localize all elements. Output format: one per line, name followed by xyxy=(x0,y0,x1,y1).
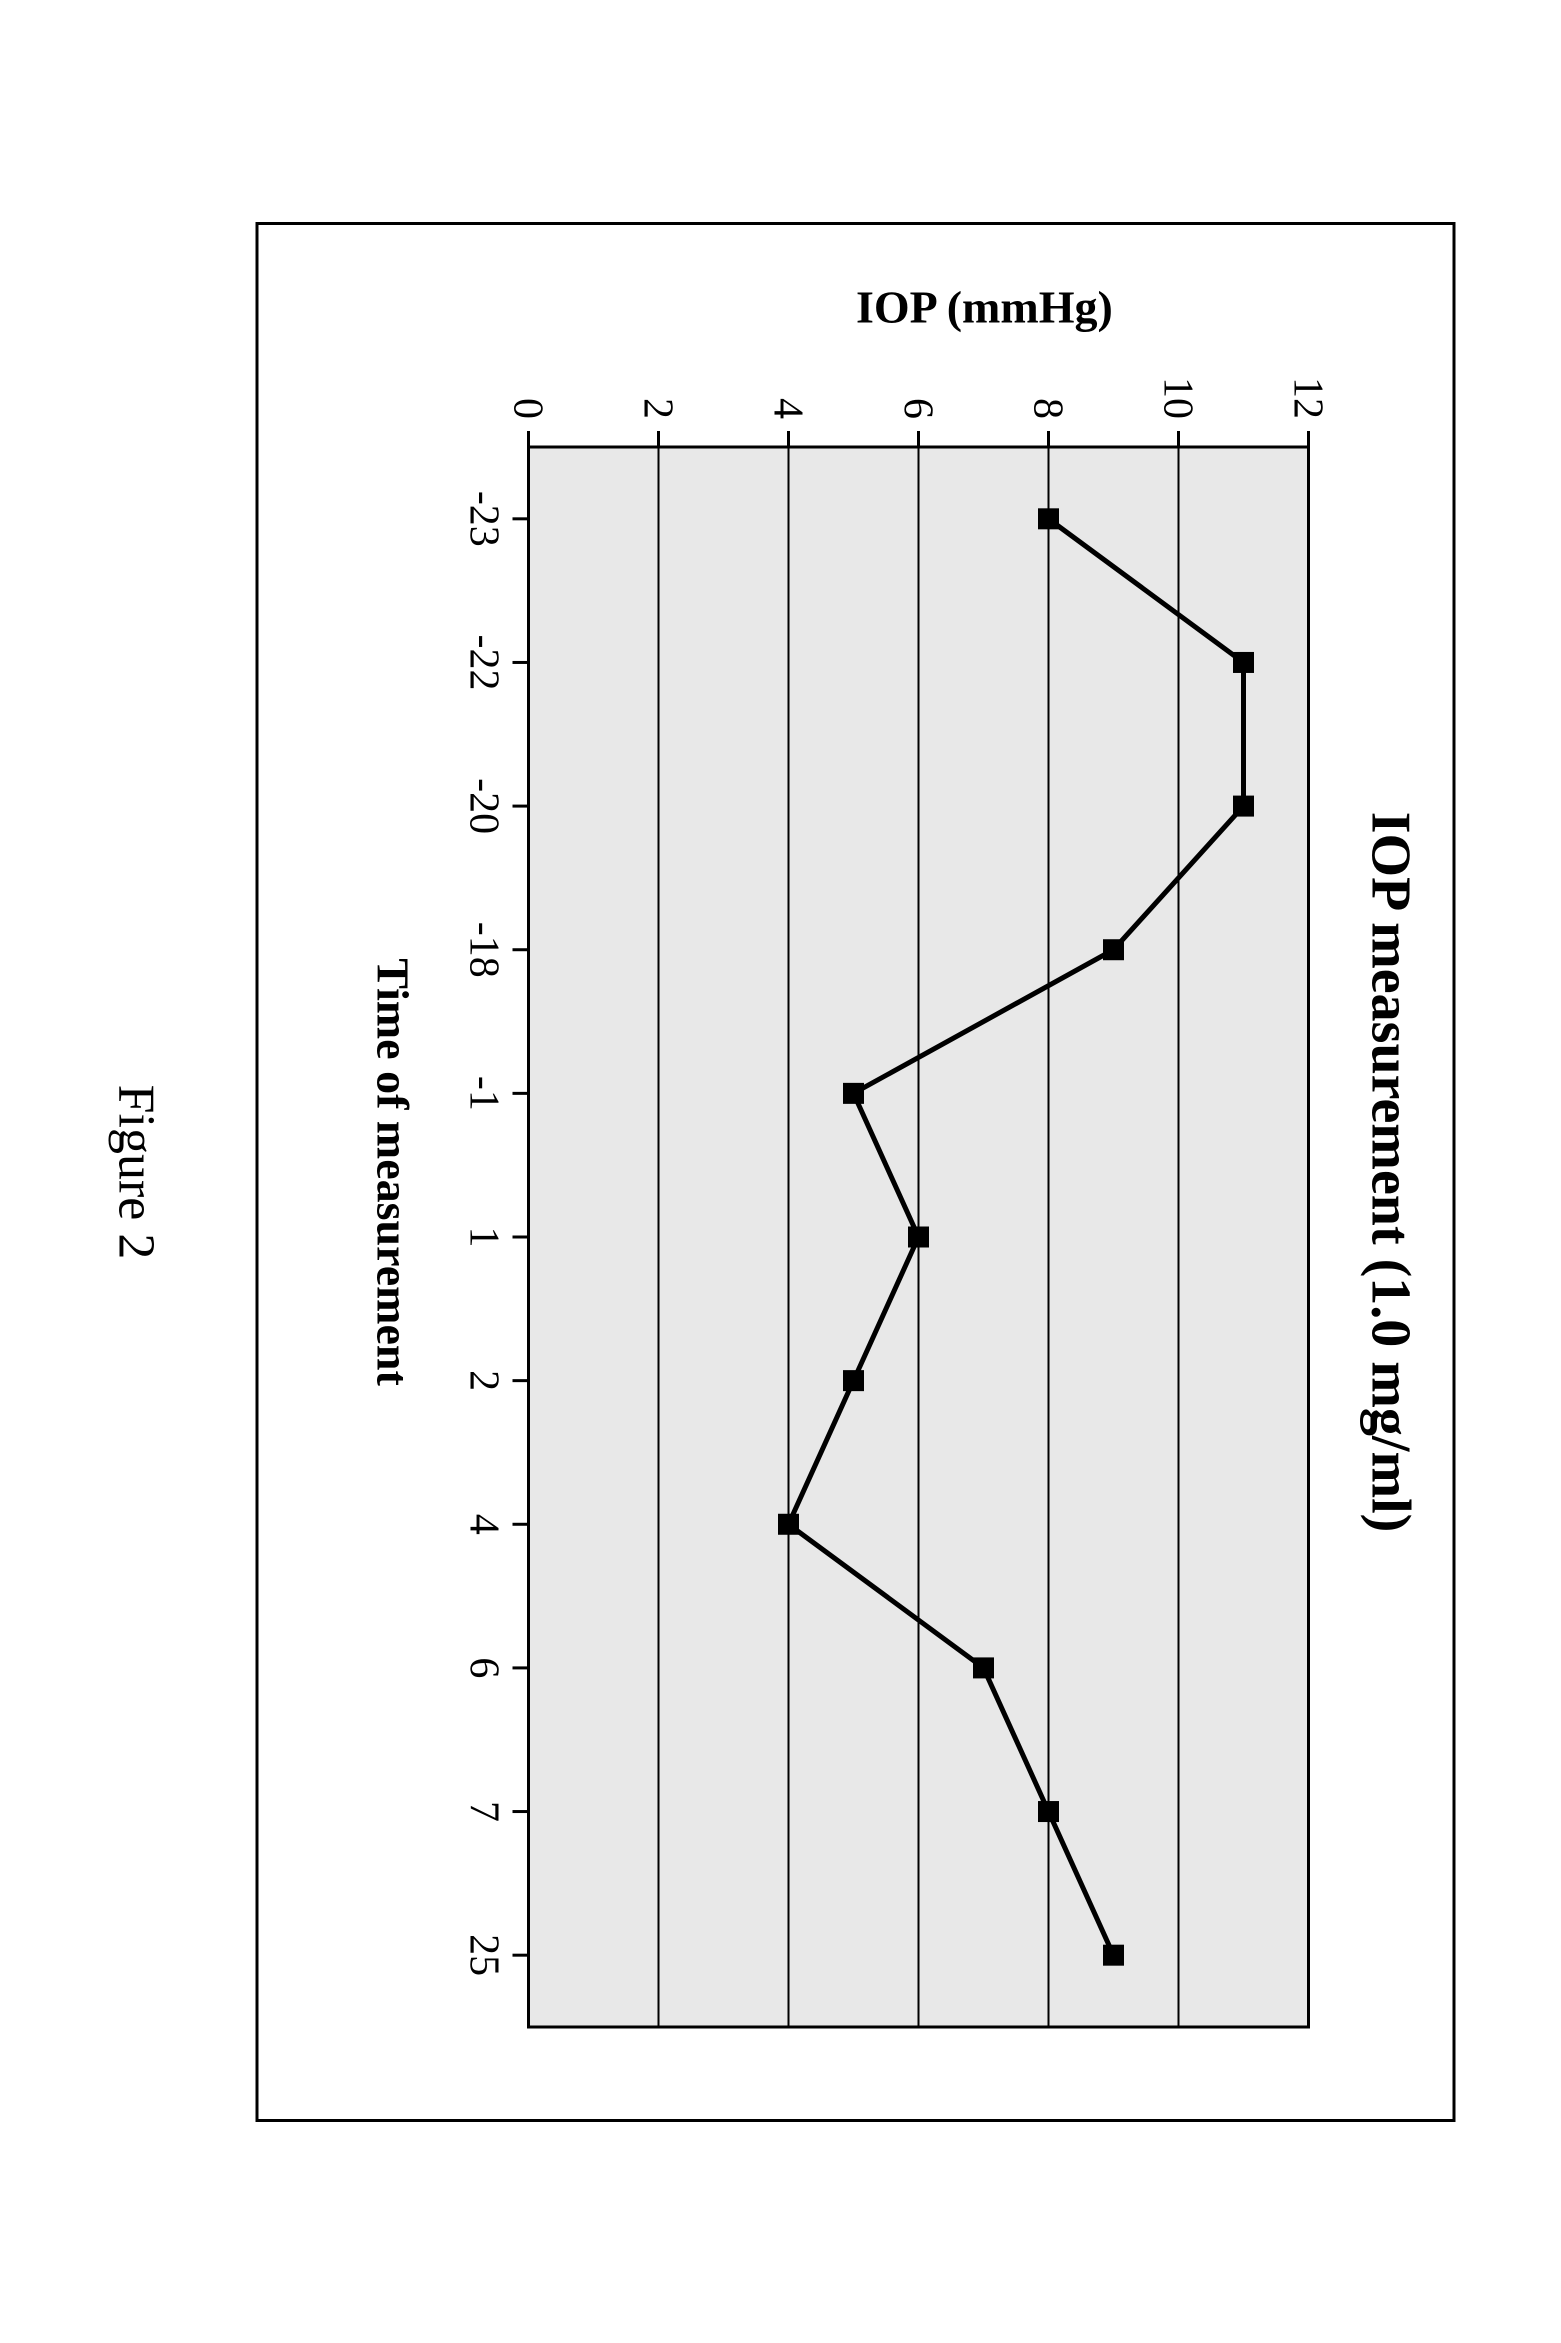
svg-text:2: 2 xyxy=(460,1370,506,1391)
outer-frame: IOP measurement (1.0 mg/ml) IOP (mmHg) 0… xyxy=(255,222,1455,2122)
svg-text:-18: -18 xyxy=(460,921,506,977)
svg-text:25: 25 xyxy=(460,1934,506,1976)
svg-text:8: 8 xyxy=(1024,398,1070,419)
x-axis-label: Time of measurement xyxy=(366,958,419,1386)
svg-text:6: 6 xyxy=(894,398,940,419)
svg-text:10: 10 xyxy=(1154,377,1200,419)
caption-wrap: Figure 2 xyxy=(106,222,165,2122)
svg-text:-23: -23 xyxy=(460,490,506,546)
svg-text:-22: -22 xyxy=(460,634,506,690)
figure-caption: Figure 2 xyxy=(107,1084,164,1259)
plot-svg-wrap: 024681012-23-22-20-18-11246725 xyxy=(443,337,1328,2067)
svg-text:4: 4 xyxy=(460,1513,506,1534)
plot-svg: 024681012-23-22-20-18-11246725 xyxy=(448,337,1328,2067)
svg-text:1: 1 xyxy=(460,1226,506,1247)
svg-text:12: 12 xyxy=(1284,377,1328,419)
svg-text:2: 2 xyxy=(634,398,680,419)
svg-text:7: 7 xyxy=(460,1801,506,1822)
svg-text:0: 0 xyxy=(504,398,550,419)
y-axis-label: IOP (mmHg) xyxy=(856,280,916,333)
svg-text:-1: -1 xyxy=(460,1075,506,1110)
svg-text:4: 4 xyxy=(764,398,810,419)
chart-title: IOP measurement (1.0 mg/ml) xyxy=(1358,811,1422,1532)
figure-container: IOP measurement (1.0 mg/ml) IOP (mmHg) 0… xyxy=(106,222,1455,2122)
svg-text:6: 6 xyxy=(460,1657,506,1678)
svg-text:-20: -20 xyxy=(460,778,506,834)
chart-body: IOP (mmHg) 024681012-23-22-20-18-1124672… xyxy=(443,277,1328,2067)
